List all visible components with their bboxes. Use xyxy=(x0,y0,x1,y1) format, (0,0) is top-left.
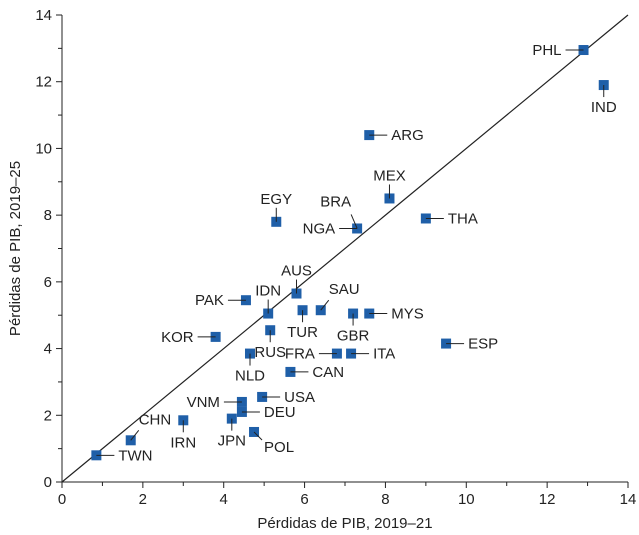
data-label-bra: BRA xyxy=(320,193,351,210)
y-tick-label: 2 xyxy=(44,407,52,424)
data-label-vnm: VNM xyxy=(187,394,220,411)
y-tick-label: 10 xyxy=(35,140,52,157)
data-label-aus: AUS xyxy=(281,263,312,280)
data-label-usa: USA xyxy=(284,389,315,406)
data-label-ita: ITA xyxy=(373,346,395,363)
y-tick-label: 12 xyxy=(35,74,52,91)
y-tick-label: 0 xyxy=(44,474,52,491)
x-tick-label: 6 xyxy=(300,491,308,508)
data-label-can: CAN xyxy=(312,364,344,381)
data-label-fra: FRA xyxy=(285,346,315,363)
data-label-kor: KOR xyxy=(161,329,194,346)
y-tick-label: 4 xyxy=(44,341,52,358)
data-label-tha: THA xyxy=(448,210,478,227)
leader-line xyxy=(253,431,263,441)
data-label-esp: ESP xyxy=(468,336,498,353)
data-label-nga: NGA xyxy=(303,220,336,237)
y-axis-title: Pérdidas de PIB, 2019–25 xyxy=(7,161,24,336)
data-label-idn: IDN xyxy=(255,283,281,300)
data-label-nld: NLD xyxy=(235,368,265,385)
data-label-pol: POL xyxy=(264,439,294,456)
x-tick-label: 12 xyxy=(539,491,556,508)
x-tick-label: 14 xyxy=(620,491,637,508)
data-label-irn: IRN xyxy=(170,434,196,451)
x-tick-label: 0 xyxy=(58,491,66,508)
reference-line-45 xyxy=(61,14,629,483)
data-label-tur: TUR xyxy=(287,324,318,341)
data-label-egy: EGY xyxy=(260,191,292,208)
data-label-gbr: GBR xyxy=(337,328,370,345)
data-label-sau: SAU xyxy=(329,281,360,298)
x-tick-label: 2 xyxy=(139,491,147,508)
leader-line xyxy=(320,299,330,311)
data-label-pak: PAK xyxy=(195,292,224,309)
y-tick-label: 6 xyxy=(44,274,52,291)
axes: 0 2 4 6 8 10 12 14 0 2 4 6 8 10 12 14 xyxy=(35,7,636,508)
x-tick-label: 10 xyxy=(458,491,475,508)
data-label-arg: ARG xyxy=(391,127,424,144)
data-labels: PHL IND ARG MEX BRA NGA THA EGY AUS PAK IDN SAU TUR G… xyxy=(96,42,617,464)
data-label-mys: MYS xyxy=(391,306,424,323)
data-label-mex: MEX xyxy=(373,167,406,184)
data-label-deu: DEU xyxy=(264,404,296,421)
data-label-jpn: JPN xyxy=(218,433,246,450)
x-tick-label: 4 xyxy=(220,491,228,508)
data-label-twn: TWN xyxy=(118,447,152,464)
data-label-phl: PHL xyxy=(532,42,561,59)
data-label-rus: RUS xyxy=(254,344,286,361)
x-tick-label: 8 xyxy=(381,491,389,508)
data-label-chn: CHN xyxy=(139,411,172,428)
x-axis-title: Pérdidas de PIB, 2019–21 xyxy=(257,515,432,532)
y-tick-label: 14 xyxy=(35,7,52,24)
leader-line xyxy=(130,429,140,441)
reference-line-group xyxy=(61,14,629,483)
data-label-ind: IND xyxy=(591,99,617,116)
data-point-pol xyxy=(249,426,260,437)
y-tick-label: 8 xyxy=(44,207,52,224)
leader-line xyxy=(350,214,358,229)
data-points xyxy=(91,45,609,461)
